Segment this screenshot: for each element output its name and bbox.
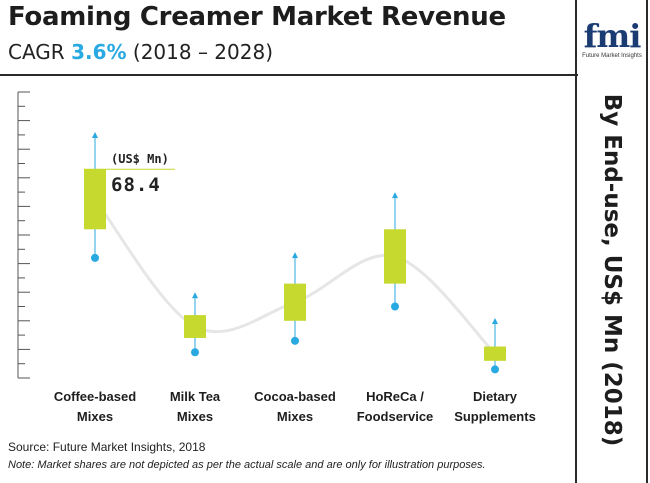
whisker-dot bbox=[491, 365, 499, 374]
box-bar bbox=[284, 283, 306, 321]
box-bar bbox=[84, 169, 106, 230]
logo-mark: fmi bbox=[583, 17, 642, 55]
box-bar bbox=[384, 229, 406, 284]
box-chart: (US$ Mn) 68.4 Coffee-based Mixes Milk Tea Mix… bbox=[17, 91, 536, 424]
category-label: Mixes bbox=[277, 409, 313, 424]
category-label: Mixes bbox=[177, 409, 213, 424]
box-bar bbox=[184, 315, 206, 338]
note-text: Note: Market shares are not depicted as … bbox=[8, 459, 486, 471]
value-label: 68.4 bbox=[111, 174, 161, 196]
unit-label: (US$ Mn) bbox=[111, 152, 169, 166]
whisker-arrow bbox=[292, 252, 298, 259]
category-label: Supplements bbox=[454, 409, 536, 424]
chart-subtitle: CAGR 3.6% (2018 – 2028) bbox=[8, 40, 273, 64]
chart-title: Foaming Creamer Market Revenue bbox=[8, 2, 506, 32]
cagr-value: 3.6% bbox=[71, 40, 127, 64]
category-label: Cocoa-based bbox=[254, 389, 336, 404]
cagr-prefix: CAGR bbox=[8, 40, 65, 64]
category-label: Foodservice bbox=[357, 409, 434, 424]
category-label: Milk Tea bbox=[170, 389, 221, 404]
side-divider-left bbox=[575, 0, 577, 483]
whisker-arrow bbox=[492, 317, 498, 324]
box-bar bbox=[484, 346, 506, 361]
whisker-dot bbox=[191, 348, 199, 357]
side-label: By End-use, US$ Mn (2018) bbox=[599, 93, 625, 447]
fmi-logo: fmi Future Market Insights bbox=[580, 20, 644, 70]
category-label: Dietary bbox=[473, 389, 518, 404]
whisker-arrow bbox=[392, 192, 398, 199]
logo-tagline: Future Market Insights bbox=[582, 53, 642, 59]
whisker-dot bbox=[391, 302, 399, 311]
whisker-dot bbox=[291, 336, 299, 345]
side-divider-right bbox=[646, 0, 648, 483]
category-label: HoReCa / bbox=[366, 389, 424, 404]
whisker-dot bbox=[91, 253, 99, 262]
source-text: Source: Future Market Insights, 2018 bbox=[8, 440, 206, 454]
whisker-arrow bbox=[192, 292, 198, 299]
category-label: Coffee-based bbox=[54, 389, 136, 404]
whisker-arrow bbox=[92, 132, 98, 139]
header-divider bbox=[0, 74, 578, 76]
cagr-period: (2018 – 2028) bbox=[132, 40, 274, 64]
category-label: Mixes bbox=[77, 409, 113, 424]
